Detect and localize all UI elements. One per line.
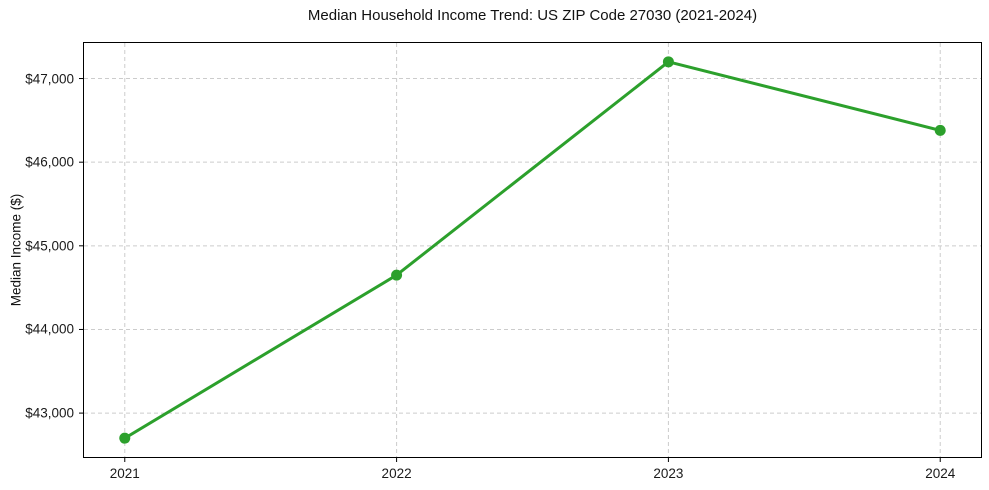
y-tick-label: $45,000 [25, 238, 74, 254]
y-tick-label: $44,000 [25, 321, 74, 337]
x-tick-label: 2022 [381, 466, 412, 481]
x-tick-label: 2024 [925, 466, 956, 481]
trend-line [123, 60, 942, 440]
data-point-marker [662, 56, 674, 68]
data-point-marker [119, 432, 131, 444]
data-point-marker [934, 124, 946, 136]
x-tick-label: 2021 [109, 466, 140, 481]
y-tick-label: $47,000 [25, 71, 74, 87]
data-point-marker [391, 269, 403, 281]
y-tick-label: $43,000 [25, 405, 74, 421]
y-axis-label: Median Income ($) [8, 193, 24, 307]
chart-title: Median Household Income Trend: US ZIP Co… [307, 7, 758, 24]
y-tick-label: $46,000 [25, 154, 74, 170]
x-tick-label: 2023 [653, 466, 684, 481]
plot-svg [79, 43, 981, 462]
plot-area [79, 42, 982, 462]
